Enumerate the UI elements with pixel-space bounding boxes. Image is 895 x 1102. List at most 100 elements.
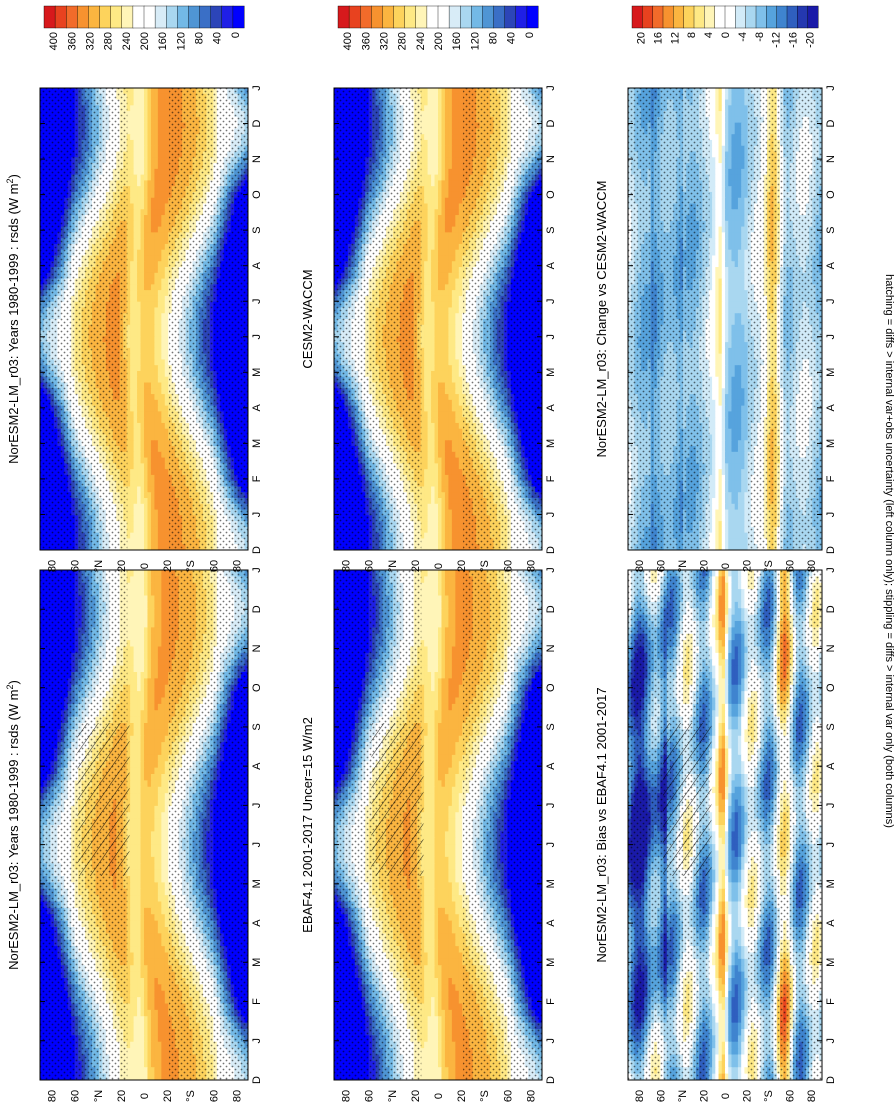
month-tick-label: D bbox=[825, 605, 837, 613]
latitude-tick-label: 20 bbox=[410, 560, 422, 572]
latitude-tick-label: 80 bbox=[231, 1090, 243, 1102]
colorbar-tick-label: 80 bbox=[488, 32, 500, 44]
colorbar-tick-label: 400 bbox=[342, 32, 354, 50]
colorbar-tick-label: 320 bbox=[378, 32, 390, 50]
latitude-tick-label: °N bbox=[387, 1090, 399, 1102]
month-tick-label: O bbox=[825, 190, 837, 199]
latitude-tick-label: °S bbox=[185, 1090, 197, 1102]
stippling bbox=[462, 88, 542, 550]
month-tick-label: J bbox=[545, 298, 557, 304]
latitude-tick-label: 80 bbox=[525, 1090, 537, 1102]
latitude-tick-label: 60 bbox=[785, 1090, 797, 1102]
month-tick-label: M bbox=[545, 368, 557, 377]
month-tick-label: D bbox=[545, 1076, 557, 1084]
month-tick-label: F bbox=[251, 998, 263, 1005]
colorbar-tick-label: 4 bbox=[703, 32, 715, 38]
month-tick-label: O bbox=[545, 683, 557, 692]
latitude-tick-label: 60 bbox=[70, 1090, 82, 1102]
latitude-tick-label: °S bbox=[479, 1090, 491, 1102]
panel-left-bottom: NorESM2-LM_r03: Bias vs EBAF4.1 2001-201… bbox=[594, 497, 837, 1102]
month-tick-label: S bbox=[825, 723, 837, 730]
stippling bbox=[628, 88, 710, 550]
month-tick-label: S bbox=[251, 226, 263, 233]
colorbar-tick-label: 240 bbox=[415, 32, 427, 50]
colorbar-tick-label: 240 bbox=[121, 32, 133, 50]
month-tick-label: J bbox=[251, 334, 263, 340]
colorbar-tick-label: 280 bbox=[397, 32, 409, 50]
latitude-tick-label: 60 bbox=[364, 1090, 376, 1102]
month-tick-label: A bbox=[825, 762, 837, 770]
colorbar-tick-label: 320 bbox=[84, 32, 96, 50]
month-tick-label: D bbox=[545, 120, 557, 128]
latitude-tick-label: 60 bbox=[785, 560, 797, 572]
month-tick-label: F bbox=[251, 475, 263, 482]
heatmap-field bbox=[334, 88, 542, 550]
panel-left-top: NorESM2-LM_r03: Years 1980-1999 : rsds (… bbox=[5, 497, 263, 1102]
figure-footnote: hatching = diffs > internal var+obs unce… bbox=[883, 274, 895, 828]
panel-title: CESM2-WACCM bbox=[300, 269, 315, 368]
hatching bbox=[77, 723, 130, 876]
month-tick-label: D bbox=[825, 546, 837, 554]
latitude-tick-label: °S bbox=[763, 560, 775, 572]
latitude-tick-label: 20 bbox=[116, 1090, 128, 1102]
plot-frame bbox=[627, 569, 823, 1081]
latitude-tick-label: 20 bbox=[410, 1090, 422, 1102]
month-tick-label: J bbox=[545, 803, 557, 809]
month-tick-label: J bbox=[251, 1038, 263, 1044]
month-tick-label: F bbox=[545, 475, 557, 482]
latitude-tick-label: 0 bbox=[433, 563, 445, 569]
month-tick-label: S bbox=[825, 226, 837, 233]
latitude-tick-label: 60 bbox=[208, 1090, 220, 1102]
month-tick-label: J bbox=[545, 567, 557, 573]
month-tick-label: A bbox=[825, 261, 837, 269]
heatmap-field bbox=[628, 88, 822, 550]
month-tick-label: M bbox=[825, 368, 837, 377]
month-tick-label: F bbox=[825, 998, 837, 1005]
month-tick-label: J bbox=[825, 803, 837, 809]
latitude-tick-label: 80 bbox=[806, 560, 818, 572]
month-tick-label: J bbox=[545, 512, 557, 518]
month-tick-label: S bbox=[251, 723, 263, 730]
hatching bbox=[662, 723, 712, 876]
latitude-tick-label: 80 bbox=[525, 560, 537, 572]
latitude-tick-label: 80 bbox=[47, 1090, 59, 1102]
latitude-tick-label: 20 bbox=[456, 1090, 468, 1102]
month-tick-label: M bbox=[825, 439, 837, 448]
month-tick-label: A bbox=[545, 404, 557, 412]
month-tick-label: A bbox=[825, 919, 837, 927]
month-tick-label: J bbox=[251, 298, 263, 304]
panel-right-bottom: NorESM2-LM_r03: Change vs CESM2-WACCM D J F… bbox=[594, 5, 837, 572]
month-tick-label: J bbox=[545, 842, 557, 848]
latitude-tick-label: 0 bbox=[433, 1093, 445, 1099]
plot-frame bbox=[39, 569, 249, 1081]
colorbar-tick-label: 40 bbox=[506, 32, 518, 44]
month-tick-label: J bbox=[825, 567, 837, 573]
month-tick-label: D bbox=[251, 605, 263, 613]
month-tick-label: D bbox=[251, 120, 263, 128]
month-tick-label: N bbox=[545, 644, 557, 652]
month-tick-label: M bbox=[545, 879, 557, 888]
month-tick-label: J bbox=[825, 842, 837, 848]
month-tick-label: N bbox=[545, 155, 557, 163]
month-tick-label: O bbox=[251, 683, 263, 692]
month-tick-label: J bbox=[251, 803, 263, 809]
month-tick-label: O bbox=[825, 683, 837, 692]
month-tick-label: J bbox=[825, 85, 837, 91]
month-tick-label: A bbox=[251, 404, 263, 412]
colorbar-tick-label: 160 bbox=[451, 32, 463, 50]
stippling bbox=[748, 88, 822, 550]
latitude-tick-label: 80 bbox=[341, 1090, 353, 1102]
month-tick-label: N bbox=[825, 155, 837, 163]
month-tick-label: D bbox=[251, 1076, 263, 1084]
month-tick-label: J bbox=[825, 512, 837, 518]
month-tick-label: S bbox=[545, 723, 557, 730]
month-tick-label: F bbox=[825, 475, 837, 482]
month-tick-label: A bbox=[545, 919, 557, 927]
colorbar-tick-label: -12 bbox=[771, 32, 783, 48]
colorbar-tick-label: 200 bbox=[433, 32, 445, 50]
colorbar-tick-label: 0 bbox=[524, 32, 536, 38]
